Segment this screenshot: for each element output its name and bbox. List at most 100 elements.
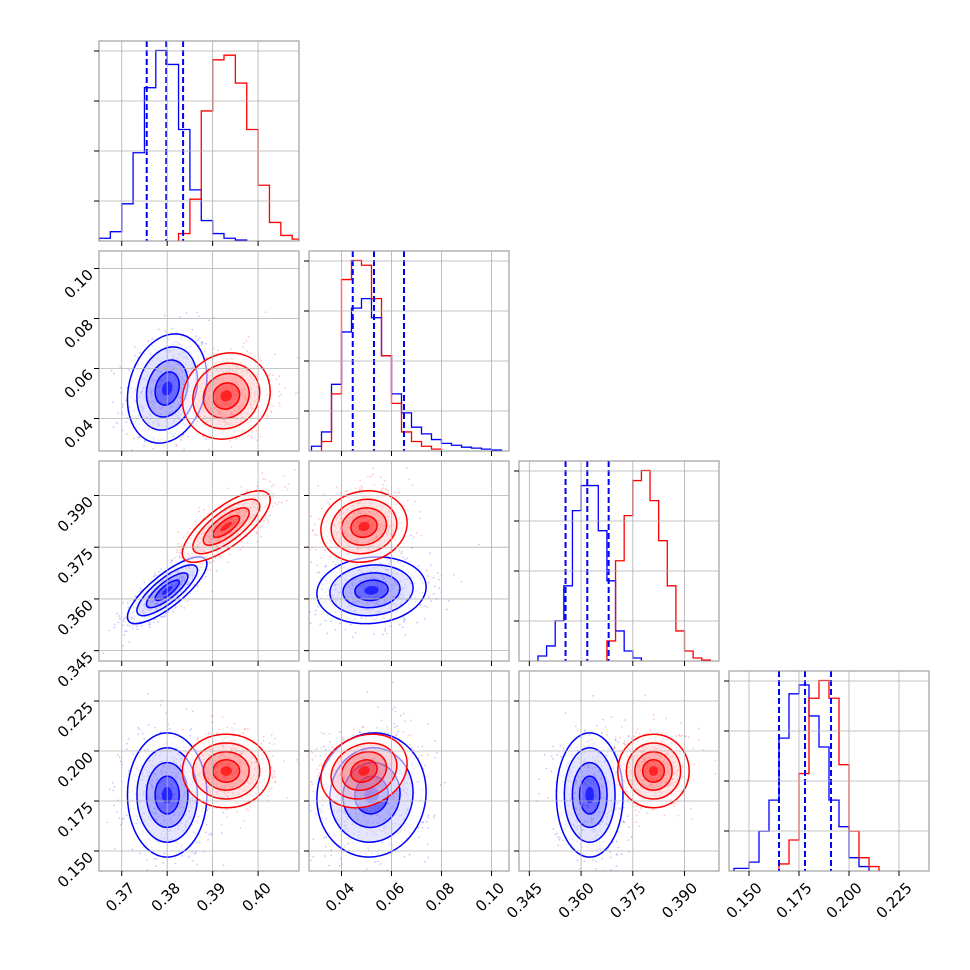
histogram-series-0-param-2	[537, 484, 643, 661]
panel-frame	[308, 460, 510, 662]
panel-frame	[98, 670, 300, 872]
scatter-point	[182, 536, 185, 539]
scatter-point	[284, 486, 286, 488]
scatter-point	[131, 753, 134, 755]
scatter-point	[427, 596, 430, 599]
scatter-point	[208, 807, 211, 810]
scatter-point	[381, 633, 384, 636]
scatter-point	[329, 497, 332, 500]
scatter-point	[185, 312, 188, 314]
scatter-point	[382, 483, 384, 486]
scatter-point	[404, 558, 407, 561]
scatter-point	[264, 478, 267, 481]
scatter-point	[173, 557, 176, 559]
scatter-point	[410, 733, 412, 736]
scatter-point	[245, 340, 248, 342]
scatter-point	[401, 550, 403, 553]
scatter-point	[326, 632, 329, 635]
scatter-point	[241, 540, 243, 543]
scatter-point	[246, 489, 249, 492]
scatter-point	[263, 520, 265, 522]
scatter-point	[452, 573, 455, 576]
scatter-point	[126, 624, 129, 627]
scatter-point	[209, 569, 212, 571]
panel-content-2-0	[102, 468, 296, 655]
scatter-point	[256, 485, 258, 488]
scatter-point	[153, 575, 155, 578]
scatter-point	[411, 746, 414, 749]
scatter-point	[242, 346, 245, 348]
scatter-point	[369, 475, 372, 478]
scatter-point	[239, 827, 242, 830]
scatter-point	[272, 483, 275, 486]
scatter-point	[180, 604, 183, 607]
scatter-point	[267, 521, 270, 524]
scatter-point	[128, 641, 131, 643]
scatter-point	[268, 373, 271, 376]
scatter-point	[419, 510, 422, 513]
scatter-point	[312, 855, 315, 858]
histogram-panel-1	[308, 250, 510, 452]
scatter-point	[123, 618, 125, 620]
scatter-point	[324, 619, 327, 622]
scatter-point	[358, 488, 361, 491]
scatter-point	[198, 506, 201, 509]
gridlines-1-1	[309, 251, 509, 451]
scatter-point	[414, 500, 417, 503]
scatter-point	[406, 557, 408, 560]
scatter-point	[296, 391, 299, 394]
gridlines-2-0	[99, 461, 299, 661]
scatter-point	[183, 606, 186, 609]
scatter-point	[372, 633, 375, 635]
scatter-point	[255, 532, 258, 535]
scatter-point	[179, 316, 182, 319]
scatter-point	[262, 478, 265, 480]
scatter-point	[195, 841, 198, 844]
scatter-point	[381, 487, 384, 490]
scatter-point	[274, 353, 276, 356]
gridlines-3-0	[99, 671, 299, 871]
scatter-point	[415, 532, 418, 535]
scatter-panel-3-1	[308, 670, 510, 872]
scatter-point	[274, 502, 277, 504]
scatter-point	[317, 774, 319, 777]
scatter-point	[310, 781, 313, 783]
scatter-point	[269, 514, 271, 517]
scatter-point	[380, 719, 383, 722]
scatter-point	[260, 535, 263, 538]
scatter-point	[227, 561, 230, 564]
scatter-point	[156, 621, 159, 623]
scatter-point	[119, 823, 122, 826]
contours-series-1-1-0	[181, 352, 271, 440]
scatter-point	[353, 728, 355, 731]
scatter-point	[191, 328, 194, 331]
scatter-point	[393, 491, 396, 494]
scatter-point	[260, 742, 263, 745]
scatter-point	[320, 557, 323, 560]
scatter-point	[171, 559, 174, 562]
scatter-point	[365, 868, 368, 870]
scatter-point	[226, 726, 229, 729]
scatter-point	[174, 862, 177, 865]
scatter-point	[317, 605, 319, 608]
scatter-point	[117, 412, 120, 415]
ticks-1-1	[304, 260, 492, 456]
scatter-point	[187, 855, 190, 858]
scatter-point	[430, 600, 433, 603]
scatter-point	[330, 620, 332, 623]
scatter-point	[196, 585, 199, 588]
scatter-point	[163, 615, 166, 618]
scatter-point	[210, 834, 213, 837]
scatter-point	[268, 742, 271, 744]
ticks-2-2	[514, 470, 686, 666]
scatter-point	[270, 734, 273, 737]
scatter-point	[323, 836, 326, 839]
scatter-point	[261, 471, 264, 474]
scatter-point	[251, 430, 254, 433]
scatter-point	[205, 823, 208, 826]
scatter-point	[321, 507, 323, 510]
scatter-point	[279, 404, 281, 407]
scatter-point	[213, 560, 216, 563]
scatter-point	[148, 623, 151, 626]
scatter-point	[278, 395, 281, 398]
